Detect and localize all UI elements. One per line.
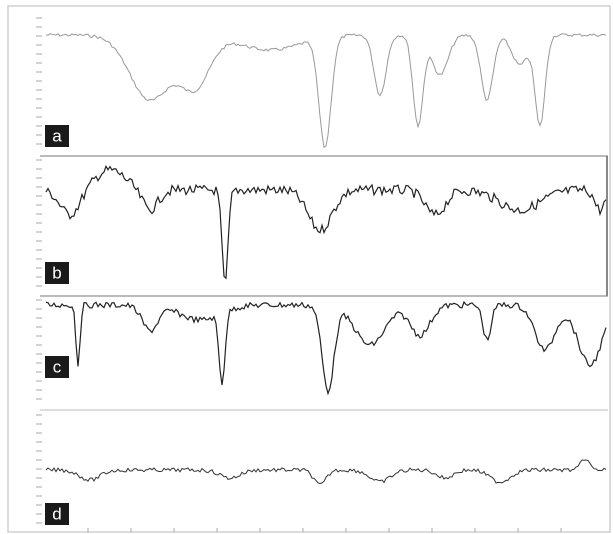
spectrum <box>45 33 607 149</box>
panel-label-box <box>45 503 69 525</box>
panel-label: b <box>52 263 61 282</box>
panel-label-box <box>45 125 69 147</box>
panel-label: d <box>52 504 61 523</box>
spectrum <box>45 459 607 485</box>
spectra <box>36 17 608 532</box>
spectrum <box>45 300 607 396</box>
panel-label: a <box>52 126 62 145</box>
panel-label-box <box>45 356 69 378</box>
panel-label: c <box>53 357 62 376</box>
panel-label-box <box>45 262 69 284</box>
frame <box>7 5 611 533</box>
spectrum <box>45 164 607 280</box>
